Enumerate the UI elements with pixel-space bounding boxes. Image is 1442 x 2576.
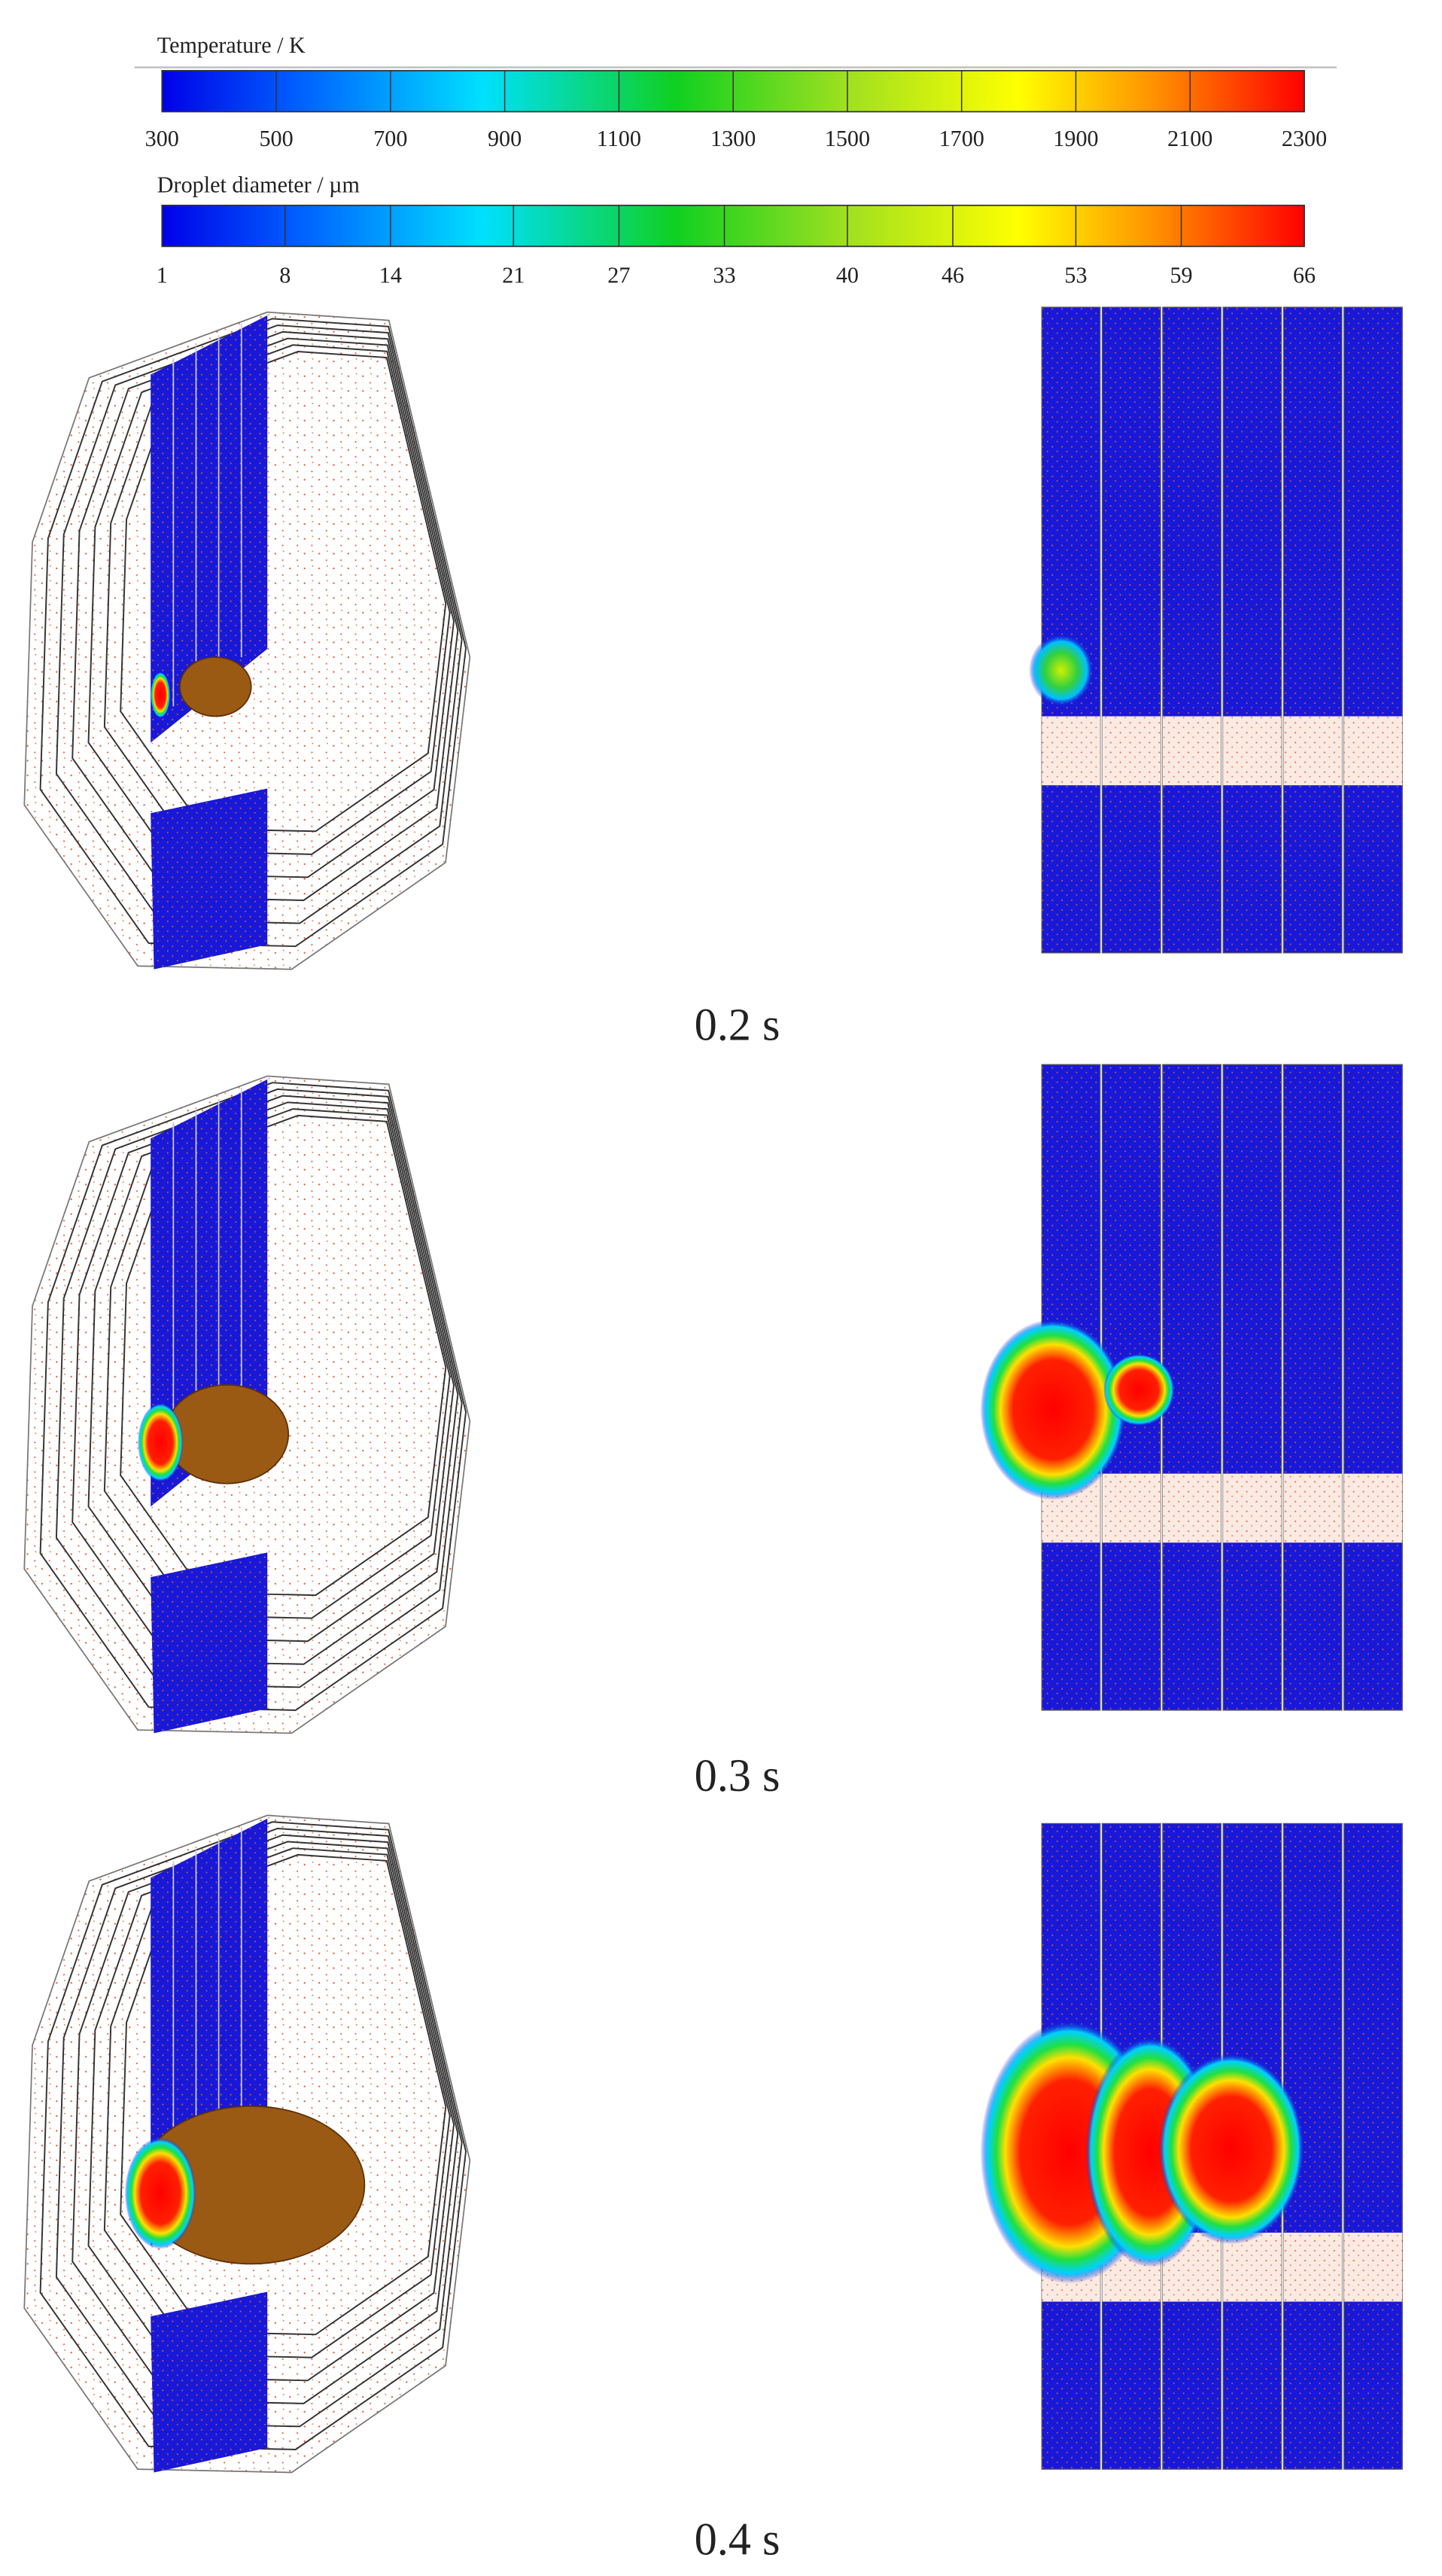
band: [1162, 1473, 1221, 1543]
slice-plane: [151, 315, 268, 743]
slice: [1343, 306, 1403, 954]
slice-outline: [87, 1841, 455, 2382]
slices-2d: [980, 1822, 1403, 2470]
colorbar-tick-label: 21: [502, 262, 525, 288]
slice-outline: [87, 337, 455, 878]
slice-outline: [55, 1088, 463, 1688]
slice-outline: [71, 1834, 459, 2404]
slice-outline: [103, 1847, 451, 2358]
slices-2d: [980, 1064, 1403, 1711]
slice: [1343, 1822, 1403, 2470]
slice-outline: [71, 330, 459, 901]
slice-outline: [87, 1101, 455, 1643]
colorbar-tick-label: 300: [145, 126, 179, 151]
hot-zone: [980, 1319, 1127, 1500]
slice: [1222, 1064, 1282, 1711]
slice: [1282, 306, 1343, 954]
colorbar-tick-label: 500: [259, 126, 293, 151]
colorbar-tick-label: 2100: [1167, 126, 1212, 151]
colorbar-tick-label: 8: [279, 262, 291, 288]
band: [1223, 2232, 1282, 2302]
flame-surface: [164, 1384, 290, 1484]
colorbar-tick-label: 700: [373, 126, 407, 151]
colorbar-tick-label: 2300: [1282, 126, 1327, 151]
slice-outline: [55, 1828, 463, 2428]
slice-plane: [151, 1552, 268, 1734]
slice-outline: [55, 324, 463, 924]
domain-3d: [23, 311, 471, 970]
colorbar-tick-label: 59: [1170, 262, 1193, 288]
slice: [1101, 306, 1161, 954]
slice-plane: [151, 2291, 268, 2473]
hot-slice: [137, 1402, 184, 1482]
colorbar-tick-label: 1700: [939, 126, 984, 151]
band: [1343, 2232, 1403, 2302]
colorbar-tick-label: 1900: [1053, 126, 1098, 151]
slice-outline: [120, 1853, 447, 2336]
slice-outline: [103, 1108, 451, 1619]
colorbar-tick-label: 1100: [597, 126, 641, 151]
slice: [1162, 306, 1222, 954]
band: [1283, 716, 1342, 786]
colorbar-tick-label: 14: [379, 262, 402, 288]
band: [1283, 2232, 1342, 2302]
slice-outline: [103, 344, 451, 855]
hot-slice: [124, 2137, 196, 2249]
band: [1223, 1473, 1282, 1543]
band: [1343, 716, 1403, 786]
colorbar-tick-label: 66: [1293, 262, 1316, 288]
flame-surface: [179, 656, 252, 717]
time-label: 0.4 s: [695, 2514, 780, 2565]
slice-outline: [120, 351, 447, 833]
slice: [1041, 306, 1101, 954]
hot-zone: [1103, 1353, 1175, 1427]
colorbar-tick-label: 1300: [710, 126, 756, 151]
band: [1102, 716, 1161, 786]
colorbar-tick-label: 40: [836, 262, 859, 288]
hot-zone: [1158, 2053, 1305, 2245]
slice: [1343, 1064, 1403, 1711]
slice: [1282, 1064, 1343, 1711]
slice-plane: [151, 788, 268, 970]
domain-3d: [23, 1814, 471, 2474]
band: [1343, 1473, 1403, 1543]
colorbar-tick-label: 33: [713, 262, 735, 288]
slice-outline: [39, 318, 467, 948]
hot-zone: [1029, 634, 1094, 707]
band: [1283, 1473, 1342, 1543]
colorbar-tick-label: 27: [607, 262, 630, 288]
colorbar-tick-label: 1500: [825, 126, 870, 151]
hot-slice: [151, 671, 171, 718]
time-label: 0.2 s: [695, 1000, 780, 1050]
colorbar-tick-label: 900: [488, 126, 522, 151]
colorbar-tick-label: 1: [157, 262, 168, 288]
slice-outline: [71, 1095, 459, 1665]
colorbar-title: Droplet diameter / µm: [157, 172, 360, 197]
colorbar-title: Temperature / K: [157, 32, 306, 58]
slices-2d: [1029, 306, 1403, 954]
colorbar: [161, 204, 1305, 248]
band: [1042, 716, 1100, 786]
domain-3d: [23, 1075, 471, 1734]
time-label: 0.3 s: [695, 1750, 780, 1801]
band: [1162, 716, 1221, 786]
slice-outline: [120, 1114, 447, 1597]
band: [1102, 1473, 1161, 1543]
colorbar-tick-label: 53: [1064, 262, 1087, 288]
slice: [1222, 306, 1282, 954]
colorbar-tick-label: 46: [942, 262, 964, 288]
slice-outline: [39, 1821, 467, 2450]
slice-outline: [39, 1082, 467, 1711]
band: [1223, 716, 1282, 786]
